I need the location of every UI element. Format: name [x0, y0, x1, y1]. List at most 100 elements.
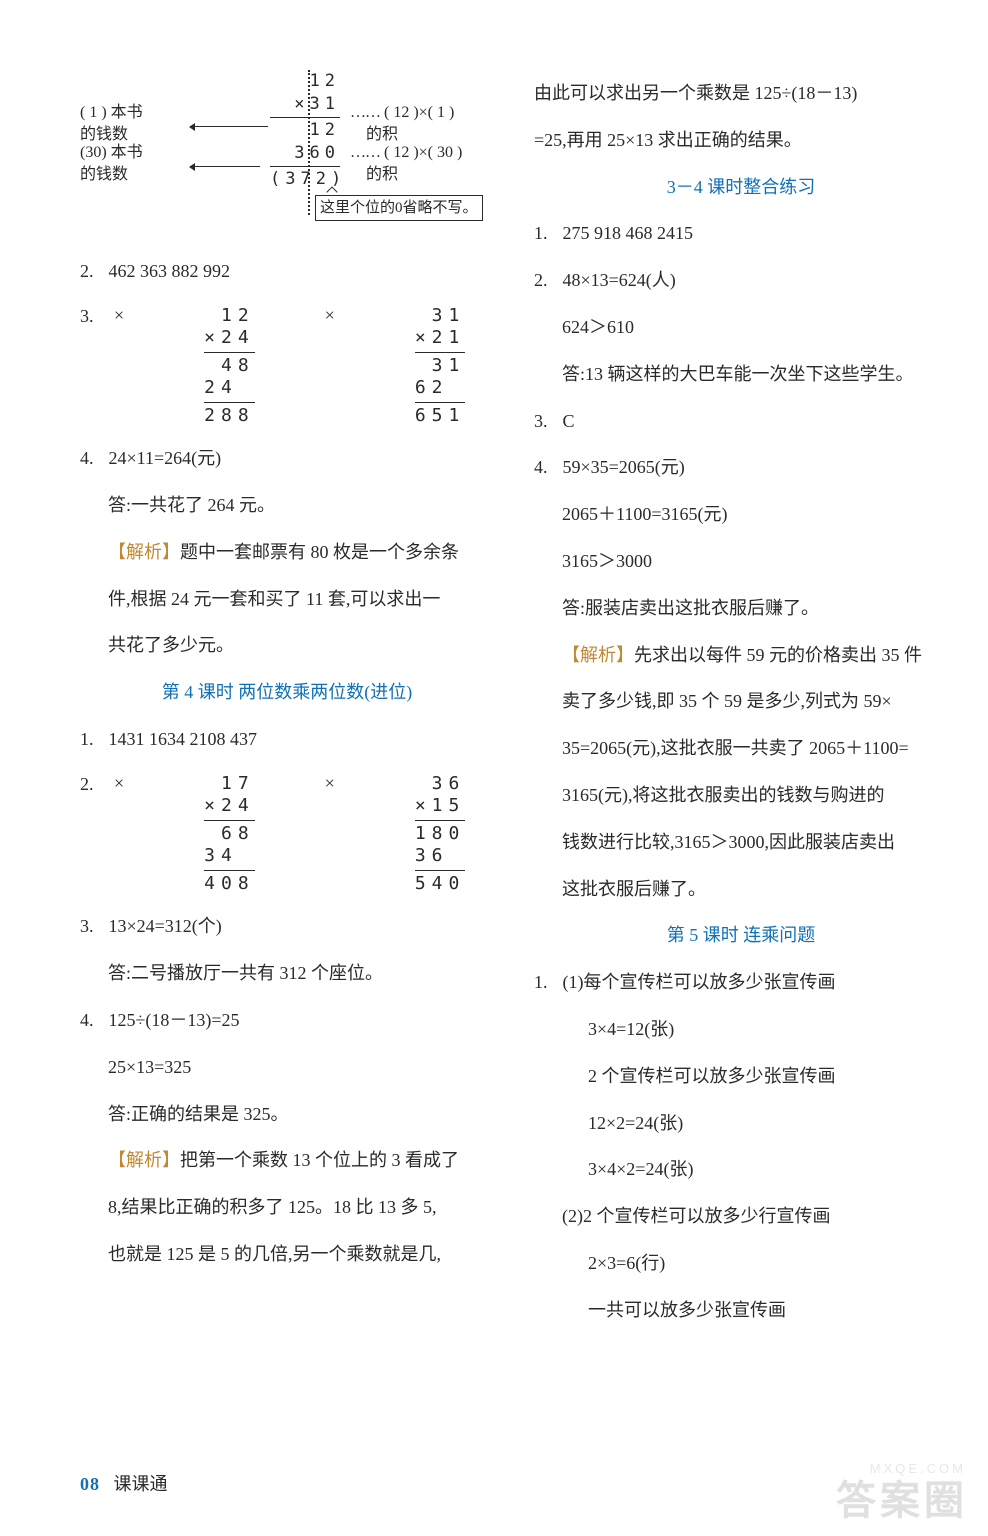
q-number: 3. [80, 305, 104, 328]
mult-result: 651 [415, 405, 466, 428]
s4-q3-l2: 答:二号播放厅一共有 312 个座位。 [80, 950, 494, 997]
mult-p2: 34 [204, 845, 255, 868]
text: 25×13=325 [80, 1044, 494, 1091]
q4-line2: 答:一共花了 264 元。 [80, 482, 494, 529]
text: 题中一套邮票有 80 枚是一个多余条 [180, 542, 459, 562]
text: 也就是 125 是 5 的几倍,另一个乘数就是几, [80, 1231, 494, 1278]
text: 48×13=624(人) [563, 270, 676, 290]
r-q3: 3. C [534, 398, 948, 445]
mult-p1: 68 [204, 823, 255, 846]
mult-p1: 31 [415, 355, 466, 378]
text: 把第一个乘数 13 个位上的 3 看成了 [180, 1150, 459, 1170]
mult-p1: 48 [204, 355, 255, 378]
rule-line [415, 352, 466, 353]
page-number: 08 [80, 1474, 100, 1494]
s4-q2-row: 2. × 17 ×24 68 34 408 × 36 ×15 180 [80, 773, 494, 896]
text: 先求出以每件 59 元的价格卖出 35 件 [634, 645, 922, 665]
diagram-multiplication: 12 ×31 12 360 (372) [270, 70, 340, 191]
q3-row: 3. × 12 ×24 48 24 288 × 31 ×21 31 [80, 305, 494, 428]
q2-values: 462 363 882 992 [109, 261, 231, 281]
text: 答:13 辆这样的大巴车能一次坐下这些学生。 [534, 351, 948, 398]
long-multiplication: 36 ×15 180 36 540 [415, 773, 466, 896]
rule-line [204, 870, 255, 871]
page-footer: 08 课课通 [80, 1470, 168, 1496]
text: 13×24=312(个) [109, 916, 222, 936]
label-text: 的积 [366, 126, 398, 143]
text: 卖了多少钱,即 35 个 59 是多少,列式为 59× [534, 678, 948, 725]
long-multiplication: 31 ×21 31 62 651 [415, 305, 466, 428]
diagram-partial-2: 360 [270, 142, 340, 165]
explain-tag: 【解析】 [562, 645, 634, 665]
s4-q4-explain: 【解析】把第一个乘数 13 个位上的 3 看成了 [80, 1137, 494, 1184]
mult-result: 288 [204, 405, 255, 428]
q4-line1: 4. 24×11=264(元) [80, 435, 494, 482]
explain-tag: 【解析】 [108, 542, 180, 562]
arrow-line [190, 166, 260, 167]
label-text: 的钱数 [80, 126, 128, 143]
rule-line [415, 870, 466, 871]
q-number: 1. [534, 959, 558, 1006]
s4-q4-l1: 4. 125÷(18－13)=25 [80, 997, 494, 1044]
mult-a: 17 [204, 773, 255, 796]
q-number: 2. [534, 257, 558, 304]
s4-q3-l1: 3. 13×24=312(个) [80, 903, 494, 950]
mult-p1: 180 [415, 823, 466, 846]
rule-line [204, 352, 255, 353]
rule-line [415, 402, 466, 403]
q-number: 1. [80, 716, 104, 763]
right-column: 由此可以求出另一个乘数是 125÷(18－13) =25,再用 25×13 求出… [534, 70, 948, 1334]
text: (1)每个宣传栏可以放多少张宣传画 [563, 972, 836, 992]
q-number: 4. [80, 435, 104, 482]
label-text: 的积 [366, 166, 398, 183]
text: 8,结果比正确的积多了 125。18 比 13 多 5, [80, 1184, 494, 1231]
long-multiplication: 12 ×24 48 24 288 [204, 305, 255, 428]
mult-a: 36 [415, 773, 466, 796]
rule-line [415, 820, 466, 821]
long-multiplication: 17 ×24 68 34 408 [204, 773, 255, 896]
diagram-left-label-1: ( 1 ) 本书 的钱数 [80, 102, 143, 145]
mult-a: 12 [204, 305, 255, 328]
mult-b: ×21 [415, 327, 466, 350]
text: 共花了多少元。 [80, 622, 494, 669]
diagram-left-label-2: (30) 本书 的钱数 [80, 142, 143, 185]
text: 一共可以放多少张宣传画 [534, 1287, 948, 1334]
text: 59×35=2065(元) [563, 457, 685, 477]
text: 12×2=24(张) [534, 1100, 948, 1147]
text: 624＞610 [534, 304, 948, 351]
diagram-multiplicand: 12 [270, 70, 340, 93]
page: 12 ×31 12 360 (372) ( 1 ) 本书 的钱数 (30) 本书… [0, 0, 988, 1374]
rule-line [270, 117, 340, 118]
text: 35=2065(元),这批衣服一共卖了 2065＋1100= [534, 725, 948, 772]
multiplication-diagram: 12 ×31 12 360 (372) ( 1 ) 本书 的钱数 (30) 本书… [80, 70, 494, 230]
mult-p2: 36 [415, 845, 466, 868]
label-text: ( 12 )×( 30 ) [384, 144, 462, 161]
q-number: 2. [80, 248, 104, 295]
watermark-text: 答案圈 [836, 1468, 968, 1526]
mult-b: ×24 [204, 795, 255, 818]
text: =25,再用 25×13 求出正确的结果。 [534, 117, 948, 164]
dots: …… [350, 104, 380, 121]
label-text: (30) 本书 [80, 144, 143, 161]
q-number: 1. [534, 210, 558, 257]
mult-result: 408 [204, 873, 255, 896]
rule-line [204, 402, 255, 403]
diagram-right-label-2: …… ( 12 )×( 30 ) 的积 [350, 142, 462, 185]
lesson-3-4-heading: 3－4 课时整合练习 [534, 164, 948, 211]
diagram-partial-1: 12 [270, 119, 340, 142]
explain-tag: 【解析】 [108, 1150, 180, 1170]
answer: C [563, 411, 575, 431]
diagram-right-label-1: …… ( 12 )×( 1 ) 的积 [350, 102, 454, 145]
wrong-mark: × [114, 773, 124, 794]
text: 答:正确的结果是 325。 [80, 1091, 494, 1138]
rule-line [204, 820, 255, 821]
mult-p2: 24 [204, 377, 255, 400]
text: 钱数进行比较,3165＞3000,因此服装店卖出 [534, 819, 948, 866]
lesson-5-heading: 第 5 课时 连乘问题 [534, 912, 948, 959]
text: 3×4×2=24(张) [534, 1146, 948, 1193]
arrow-line [190, 126, 268, 127]
mult-b: ×15 [415, 795, 466, 818]
text: 3165＞3000 [534, 538, 948, 585]
q2-row: 2. 462 363 882 992 [80, 248, 494, 295]
s4-q1: 1. 1431 1634 2108 437 [80, 716, 494, 763]
text: 3165(元),将这批衣服卖出的钱数与购进的 [534, 772, 948, 819]
